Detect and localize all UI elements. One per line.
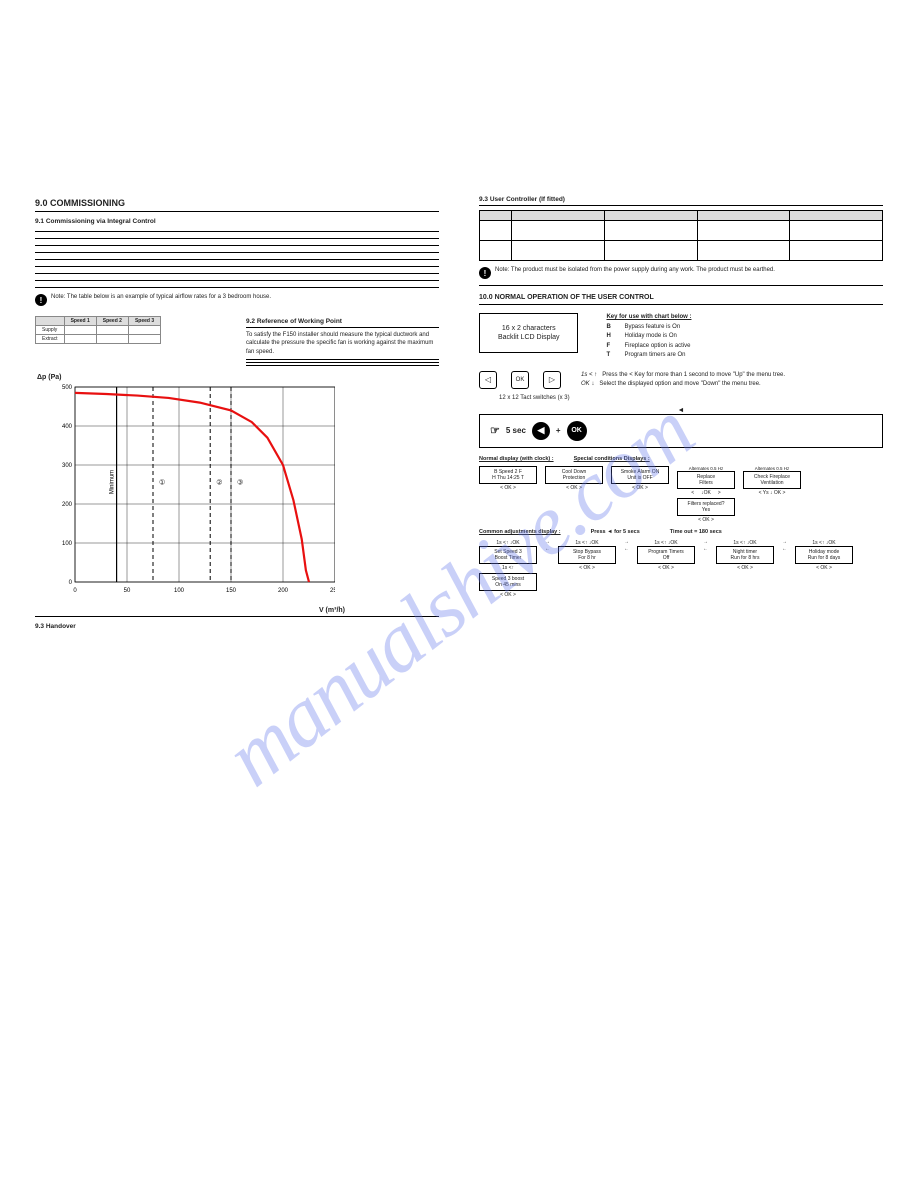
example-airflow-table: Speed 1Speed 2Speed 3 Supply Extract (35, 316, 161, 344)
text-lines (35, 231, 439, 288)
flow-arrow: →← (545, 539, 550, 552)
subsection-9-2: 9.2 Reference of Working Point (246, 318, 439, 325)
svg-text:100: 100 (62, 541, 73, 547)
x-axis-label: V (m³/h) (319, 607, 345, 614)
nav-hints: 1s < ↑ Press the < Key for more than 1 s… (581, 371, 785, 389)
tact-forward-button[interactable]: ▷ (543, 371, 561, 389)
paragraph-9-2: To satisfy the F150 installer should mea… (246, 331, 439, 356)
flow-diagrams: Normal display (with clock) : Special co… (479, 456, 883, 598)
svg-text:①: ① (159, 479, 165, 487)
flow-arrow: →← (782, 539, 787, 552)
page-content: 9.0 COMMISSIONING 9.1 Commissioning via … (0, 0, 918, 672)
chart-svg: 0 100 200 300 400 500 0 50 100 150 200 250 Minimum ① ②… (55, 382, 335, 602)
left-arrow-button[interactable]: ◀ (532, 422, 550, 440)
warning-note-2: ! Note: The product must be isolated fro… (479, 267, 883, 279)
smoke-alarm-box: Smoke Alarm ONUnit is OFF < OK > (611, 466, 669, 491)
warning-text-2: Note: The product must be isolated from … (495, 267, 775, 273)
svg-text:0: 0 (73, 588, 77, 594)
special-display-label: Special conditions Displays : (574, 456, 650, 462)
svg-text:250: 250 (330, 588, 335, 594)
svg-text:100: 100 (174, 588, 185, 594)
svg-text:0: 0 (69, 580, 73, 586)
fireplace-box: Alternates 0.5 Hz Check FireplaceVentila… (743, 466, 801, 496)
common-adj-label: Common adjustments display : (479, 529, 561, 535)
night-timer-box: 1s <↑ ↓OK Night timerRun for 8 hrs < OK … (716, 539, 774, 571)
svg-text:50: 50 (124, 588, 131, 594)
svg-text:Minimum: Minimum (110, 470, 116, 494)
svg-text:500: 500 (62, 385, 73, 391)
section-10: 10.0 NORMAL OPERATION OF THE USER CONTRO… (479, 294, 883, 301)
subsection-9-3-user: 9.3 User Controller (If fitted) (479, 196, 883, 203)
normal-display-label: Normal display (with clock) : (479, 456, 554, 462)
flow-arrow: →← (703, 539, 708, 552)
right-column: 9.3 User Controller (If fitted) ! Note: … (479, 190, 883, 632)
y-axis-label: Δp (Pa) (37, 374, 61, 381)
subsection-9-1: 9.1 Commissioning via Integral Control (35, 218, 439, 225)
normal-display-box: B Speed 2 FH Thu 14:25 T < OK > (479, 466, 537, 491)
warning-text: Note: The table below is an example of t… (51, 294, 271, 300)
svg-text:200: 200 (278, 588, 289, 594)
tact-label: 12 x 12 Tact switches (x 3) (499, 395, 883, 401)
cooldown-box: Cool DownProtection < OK > (545, 466, 603, 491)
set-speed3-box: 1s <↑ ↓OK Set Speed 3Boost Timer 1s <↑ S… (479, 539, 537, 598)
replace-filters-box: Alternates 0.5 Hz ReplaceFilters < ↓OK >… (677, 466, 735, 523)
five-sec-press-box: ☞ 5 sec ◀ + OK (479, 414, 883, 448)
tact-ok-button[interactable]: OK (511, 371, 529, 389)
svg-text:300: 300 (62, 463, 73, 469)
svg-text:150: 150 (226, 588, 237, 594)
svg-text:400: 400 (62, 424, 73, 430)
tact-back-button[interactable]: ◁ (479, 371, 497, 389)
holiday-mode-box: 1s <↑ ↓OK Holiday modeRun for 8 days < O… (795, 539, 853, 571)
section-number: 9.0 COMMISSIONING (35, 198, 439, 208)
flow-arrow: →← (624, 539, 629, 552)
warning-note: ! Note: The table below is an example of… (35, 294, 439, 306)
hand-icon: ☞ (490, 424, 500, 437)
left-column: 9.0 COMMISSIONING 9.1 Commissioning via … (35, 190, 439, 632)
warning-icon: ! (479, 267, 491, 279)
ok-button[interactable]: OK (567, 421, 587, 441)
program-timers-box: 1s <↑ ↓OK Program TimersOff < OK > (637, 539, 695, 571)
left-triangle-icon: ◄ (479, 407, 883, 414)
stop-bypass-box: 1s <↑ ↓OK Stop BypassFor 8 hr < OK > (558, 539, 616, 571)
key-legend: Key for use with chart below : BBypass f… (606, 313, 691, 361)
warning-icon: ! (35, 294, 47, 306)
pressure-flow-chart: Δp (Pa) 0100200300400500050100150200250M… (35, 382, 439, 602)
subsection-9-3: 9.3 Handover (35, 623, 439, 630)
svg-text:②: ② (216, 479, 222, 487)
timeout-label: Time out = 180 secs (670, 529, 722, 535)
lcd-display-box: 16 x 2 characters Backlit LCD Display (479, 313, 578, 353)
svg-text:200: 200 (62, 502, 73, 508)
press-label: Press ◄ for 5 secs (591, 529, 640, 535)
user-controller-table (479, 210, 883, 261)
svg-text:③: ③ (237, 479, 243, 487)
